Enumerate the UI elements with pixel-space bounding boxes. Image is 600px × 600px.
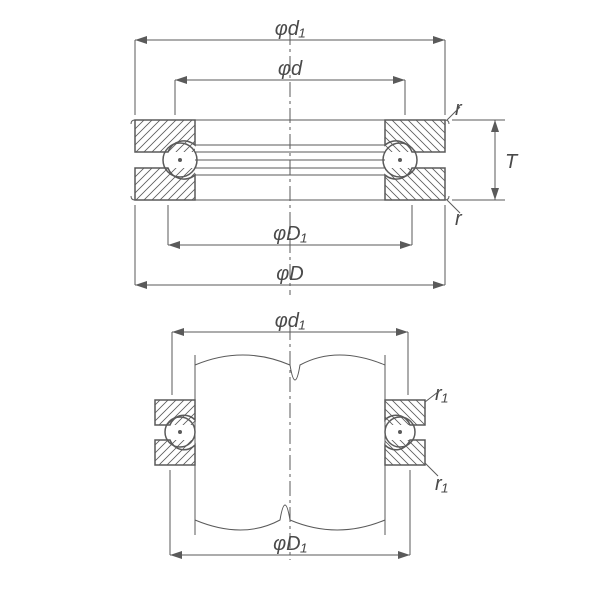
- bottom-cross-section: φd₁ φD₁ r₁ r₁: [155, 310, 448, 560]
- dim-T: T: [452, 120, 519, 200]
- label-d1-bottom: φd₁: [275, 310, 305, 332]
- label-D1-top: φD₁: [273, 223, 307, 245]
- bottom-left-section: [155, 400, 195, 465]
- top-cross-section: φd₁ φd φD₁ φD: [131, 18, 519, 295]
- label-T: T: [505, 151, 519, 173]
- dim-D1-top: φD₁: [168, 205, 412, 249]
- bottom-right-section: [385, 400, 425, 465]
- label-r-top: r: [455, 98, 463, 120]
- top-right-section: [383, 120, 449, 200]
- label-D-top: φD: [276, 263, 304, 285]
- label-d-top: φd: [278, 58, 303, 80]
- label-d1-top: φd₁: [275, 18, 305, 40]
- top-left-section: [131, 120, 197, 200]
- bearing-diagram: φd₁ φd φD₁ φD: [0, 0, 600, 600]
- label-D1-bottom: φD₁: [273, 533, 307, 555]
- label-r1-bot: r₁: [435, 473, 448, 495]
- label-r1-top: r₁: [435, 383, 448, 405]
